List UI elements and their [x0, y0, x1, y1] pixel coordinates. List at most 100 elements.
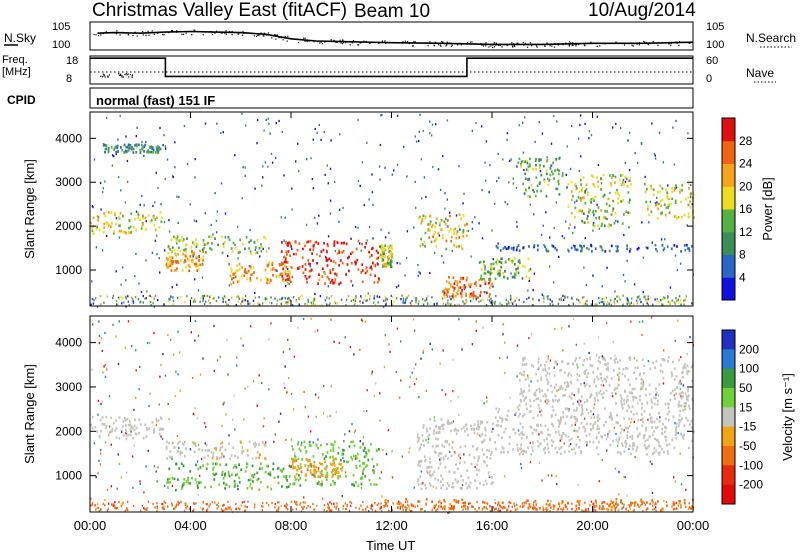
- noise-frame: [89, 21, 694, 51]
- power-ground-cell: [424, 299, 426, 302]
- power-scatter-cell: [176, 195, 178, 198]
- velocity-scatter-cell: [634, 456, 636, 459]
- power-ground-cell: [167, 300, 170, 303]
- power-echo-cell: [285, 241, 287, 244]
- power-echo-cell: [271, 268, 274, 271]
- power-scatter-cell: [429, 271, 431, 275]
- velocity-echo-cell: [376, 463, 379, 466]
- power-scatter-cell: [627, 139, 629, 142]
- velocity-scatter-cell: [167, 402, 169, 406]
- noise-search-dot: [283, 36, 285, 38]
- power-echo-cell: [669, 202, 672, 206]
- velocity-echo-cell: [503, 506, 505, 509]
- velocity-echo-cell: [269, 473, 272, 477]
- power-echo-cell: [440, 219, 443, 222]
- velocity-echo-cell: [227, 473, 230, 476]
- power-echo-cell: [441, 237, 444, 240]
- velocity-echo-cell: [477, 425, 479, 428]
- power-echo-cell: [173, 248, 176, 252]
- velocity-echo-cell: [605, 420, 607, 424]
- power-ground-cell: [120, 296, 122, 299]
- velocity-scatter-cell: [601, 458, 603, 462]
- power-echo-cell: [379, 253, 382, 257]
- velocity-echo-cell: [431, 473, 433, 477]
- velocity-scatter-cell: [314, 330, 316, 333]
- velocity-echo-cell: [615, 421, 618, 424]
- velocity-ground-cell: [504, 506, 506, 509]
- power-ground-cell: [373, 295, 376, 298]
- velocity-scatter-cell: [442, 349, 444, 352]
- noise-search-dot: [568, 41, 571, 43]
- velocity-ground-cell: [323, 509, 325, 512]
- power-scatter-cell: [406, 175, 408, 178]
- velocity-echo-cell: [199, 466, 202, 469]
- velocity-echo-cell: [597, 359, 600, 363]
- velocity-echo-cell: [673, 367, 676, 371]
- velocity-echo-cell: [665, 439, 667, 442]
- power-echo-cell: [236, 269, 239, 272]
- power-scatter-cell: [134, 275, 136, 278]
- power-scatter-cell: [601, 285, 603, 288]
- velocity-echo-cell: [183, 482, 185, 485]
- power-scatter-cell: [96, 305, 99, 308]
- noise-search-dot: [528, 44, 530, 46]
- velocity-scatter-cell: [135, 396, 137, 399]
- velocity-echo-cell: [313, 465, 315, 469]
- power-echo-cell: [102, 230, 105, 234]
- velocity-scatter-cell: [679, 452, 681, 455]
- power-echo-cell: [539, 166, 541, 169]
- power-ground-cell: [295, 300, 298, 303]
- power-echo-cell: [389, 260, 392, 264]
- power-echo-cell: [507, 246, 510, 249]
- power-echo-cell: [601, 248, 604, 252]
- velocity-echo-cell: [597, 378, 600, 381]
- velocity-echo-cell: [544, 424, 547, 428]
- velocity-echo-cell: [205, 444, 208, 447]
- velocity-echo-cell: [623, 417, 626, 420]
- velocity-ground-cell: [108, 502, 110, 505]
- power-scatter-cell: [214, 192, 216, 195]
- velocity-scatter-cell: [290, 438, 293, 441]
- velocity-echo-cell: [533, 393, 536, 396]
- velocity-echo-cell: [612, 369, 615, 372]
- velocity-echo-cell: [337, 471, 340, 474]
- velocity-echo-cell: [680, 404, 683, 408]
- velocity-ground-cell: [280, 505, 282, 508]
- velocity-ground-cell: [614, 507, 616, 510]
- power-scatter-cell: [90, 303, 92, 306]
- power-scatter-cell: [540, 233, 543, 236]
- velocity-ground-cell: [140, 509, 142, 512]
- noise-search-dot: [485, 42, 487, 44]
- noise-search-dot: [557, 43, 559, 45]
- velocity-echo-cell: [667, 359, 669, 363]
- velocity-ground-cell: [277, 510, 279, 513]
- velocity-ground-cell: [485, 506, 487, 509]
- power-echo-cell: [143, 150, 145, 153]
- power-echo-cell: [577, 195, 580, 199]
- power-echo-cell: [177, 246, 180, 250]
- power-ground-cell: [646, 300, 648, 303]
- velocity-echo-cell: [417, 463, 419, 467]
- nave-dot: [126, 74, 128, 76]
- power-scatter-cell: [280, 216, 282, 219]
- noise-search-dot: [241, 34, 244, 36]
- velocity-echo-cell: [543, 448, 545, 451]
- velocity-echo-cell: [165, 447, 168, 450]
- power-echo-cell: [548, 178, 551, 182]
- velocity-echo-cell: [643, 443, 646, 447]
- velocity-scatter-cell: [132, 486, 134, 489]
- power-echo-cell: [594, 247, 597, 250]
- power-echo-cell: [688, 249, 691, 252]
- velocity-echo-cell: [590, 428, 593, 432]
- velocity-echo-cell: [528, 503, 531, 506]
- power-echo-cell: [287, 244, 289, 247]
- velocity-echo-cell: [628, 417, 631, 421]
- velocity-ground-cell: [94, 504, 96, 507]
- power-echo-cell: [592, 175, 595, 178]
- velocity-echo-cell: [435, 431, 438, 434]
- velocity-scatter-cell: [216, 503, 218, 506]
- velocity-scatter-cell: [452, 390, 454, 393]
- power-ground-cell: [418, 300, 420, 303]
- power-echo-cell: [429, 222, 431, 226]
- power-echo-cell: [663, 203, 666, 206]
